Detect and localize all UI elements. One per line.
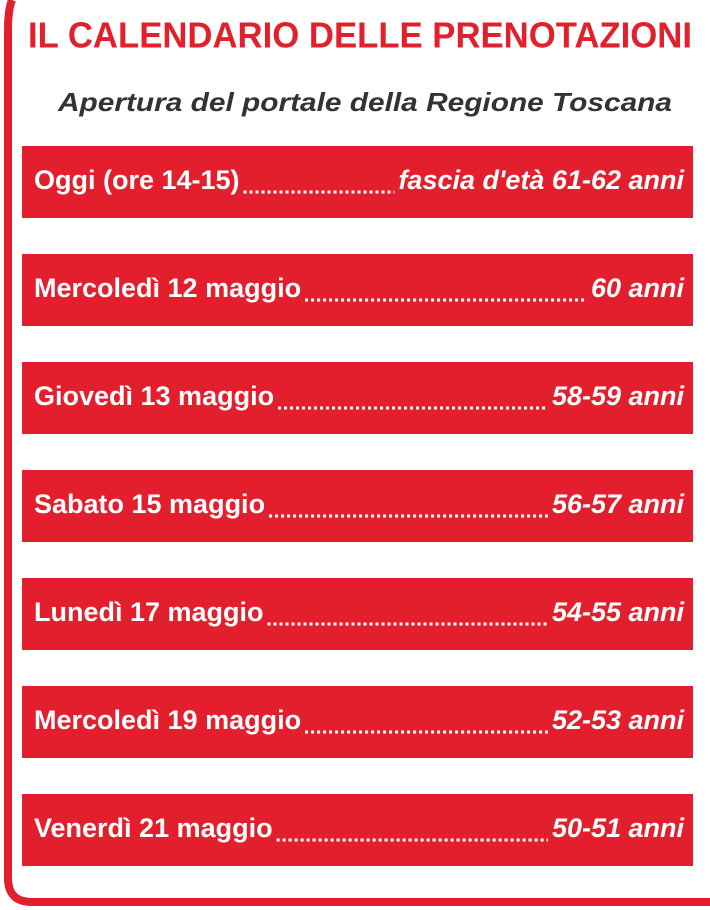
row-day: Mercoledì 19 maggio bbox=[34, 705, 301, 735]
row-group: 60 anni bbox=[591, 273, 685, 303]
row-group: 54-55 anni bbox=[552, 597, 685, 627]
row-day: Oggi (ore 14-15) bbox=[34, 165, 240, 195]
row-bar bbox=[22, 254, 693, 326]
row-day: Venerdì 21 maggio bbox=[34, 813, 273, 843]
frame bbox=[3, 0, 710, 906]
subtitle: Apertura del portale della Regione Tosca… bbox=[57, 87, 672, 117]
row-group: 58-59 anni bbox=[552, 381, 685, 411]
row-bar bbox=[22, 470, 693, 542]
row-bar bbox=[22, 578, 693, 650]
title: IL CALENDARIO DELLE PRENOTAZIONI bbox=[28, 15, 692, 56]
row-group: 56-57 anni bbox=[552, 489, 685, 519]
row-day: Mercoledì 12 maggio bbox=[34, 273, 301, 303]
row-day: Giovedì 13 maggio bbox=[34, 381, 274, 411]
row-group: 50-51 anni bbox=[552, 813, 685, 843]
row-group: 52-53 anni bbox=[552, 705, 685, 735]
row-bar bbox=[22, 146, 693, 218]
row-day: Sabato 15 maggio bbox=[34, 489, 265, 519]
row-bar bbox=[22, 686, 693, 758]
row-bar bbox=[22, 362, 693, 434]
row-bar bbox=[22, 794, 693, 866]
row-group: fascia d'età 61-62 anni bbox=[398, 165, 684, 195]
row-day: Lunedì 17 maggio bbox=[34, 597, 264, 627]
